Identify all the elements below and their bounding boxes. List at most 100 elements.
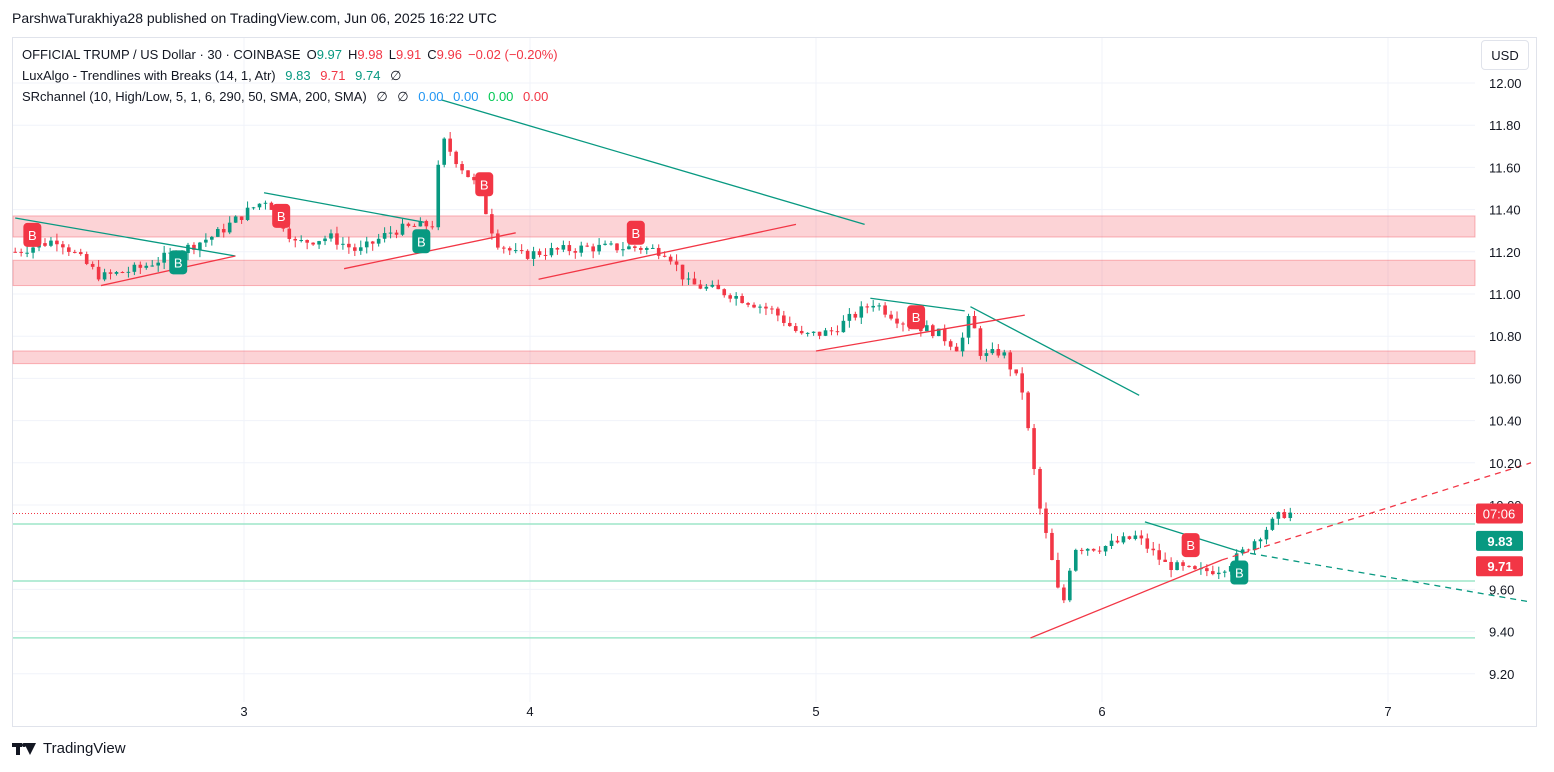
candle-body xyxy=(531,251,536,259)
candle-body xyxy=(448,138,452,152)
candle-body xyxy=(496,233,500,248)
high-value: 9.98 xyxy=(357,47,383,62)
candle-body xyxy=(347,243,351,248)
y-tick-label: 10.60 xyxy=(1489,371,1522,386)
candle-body xyxy=(680,264,685,280)
candle-body xyxy=(1091,548,1096,551)
candle-body xyxy=(251,207,256,209)
luxalgo-legend-row[interactable]: LuxAlgo - Trendlines with Breaks (14, 1,… xyxy=(22,65,564,86)
trendline-up-extension xyxy=(1221,462,1532,561)
candle-body xyxy=(96,266,101,280)
candle-body xyxy=(1157,550,1161,560)
candle-body xyxy=(67,247,71,252)
candle-body xyxy=(490,214,494,234)
srchannel-value-4: 0.00 xyxy=(453,89,479,104)
candle-body xyxy=(263,202,268,204)
candle-body xyxy=(418,221,423,227)
trendline-up xyxy=(815,314,1025,352)
candle-body xyxy=(150,265,155,267)
candle-body xyxy=(954,346,959,352)
trendline-down xyxy=(263,192,425,223)
indicator-value-badge xyxy=(1476,530,1523,551)
candle-body xyxy=(865,306,870,308)
trendline-down xyxy=(870,297,965,312)
footer-brand-text: TradingView xyxy=(43,740,126,757)
signal-badge xyxy=(1181,533,1200,558)
candle-body xyxy=(877,305,881,307)
candle-body xyxy=(716,284,721,290)
trendline-down xyxy=(970,306,1140,396)
candle-body xyxy=(484,188,488,215)
candle-body xyxy=(1038,469,1042,509)
candle-body xyxy=(573,251,578,253)
candle-body xyxy=(400,223,405,235)
candle-body xyxy=(1216,572,1221,575)
sr-zone xyxy=(12,350,1476,365)
candle-body xyxy=(442,138,446,165)
y-tick-label: 10.80 xyxy=(1489,329,1522,344)
candle-body xyxy=(686,278,691,280)
candle-body xyxy=(525,250,530,259)
candle-body xyxy=(793,326,798,331)
srchannel-legend-row[interactable]: SRchannel (10, High/Low, 5, 1, 6, 290, 5… xyxy=(22,86,564,107)
candle-body xyxy=(710,284,715,287)
candle-body xyxy=(1097,550,1102,552)
candle-body xyxy=(871,305,875,308)
candle-body xyxy=(102,272,107,280)
footer-brand[interactable]: TradingView xyxy=(12,740,126,757)
change-value: −0.02 (−0.20%) xyxy=(467,47,558,62)
candle-body xyxy=(19,251,23,253)
sr-zone xyxy=(12,215,1476,238)
srchannel-value-6: 0.00 xyxy=(523,89,549,104)
currency-button[interactable]: USD xyxy=(1481,40,1529,70)
close-label: C xyxy=(427,47,437,62)
candle-body xyxy=(61,244,65,248)
candle-body xyxy=(233,216,238,223)
y-tick-label: 9.60 xyxy=(1489,582,1514,597)
candle-body xyxy=(561,245,566,250)
candle-body xyxy=(1079,549,1084,551)
candle-body xyxy=(668,256,673,262)
x-tick-label: 3 xyxy=(240,704,247,719)
candle-body xyxy=(239,216,244,220)
candle-body xyxy=(132,264,137,272)
candle-body xyxy=(799,330,804,334)
candle-body xyxy=(394,232,399,235)
x-tick-label: 6 xyxy=(1098,704,1105,719)
trendline-layer xyxy=(15,99,1532,639)
signal-label: B xyxy=(174,255,183,270)
candle-body xyxy=(43,243,47,246)
candle-body xyxy=(1163,559,1167,562)
candle-body xyxy=(221,228,226,233)
candle-body xyxy=(90,263,95,267)
candle-body xyxy=(257,203,262,208)
candle-body xyxy=(1014,369,1018,374)
candle-body xyxy=(162,252,166,263)
candle-body xyxy=(603,243,607,245)
candle-body xyxy=(841,320,846,333)
candle-body xyxy=(424,221,429,227)
candle-body xyxy=(948,341,953,347)
srchannel-value-5: 0.00 xyxy=(488,89,514,104)
candle-body xyxy=(227,222,232,233)
candle-body xyxy=(299,240,303,242)
x-tick-label: 5 xyxy=(812,704,819,719)
srchannel-name: SRchannel (10, High/Low, 5, 1, 6, 290, 5… xyxy=(22,89,367,104)
candle-body xyxy=(752,304,756,308)
candle-layer xyxy=(13,131,1293,604)
srchannel-value-3: 0.00 xyxy=(418,89,444,104)
symbol-legend-row[interactable]: OFFICIAL TRUMP / US Dollar · 30 · COINBA… xyxy=(22,44,564,65)
candle-body xyxy=(627,246,631,250)
candle-body xyxy=(317,241,321,245)
candle-body xyxy=(1252,541,1257,551)
candle-body xyxy=(1050,532,1054,561)
candle-body xyxy=(1133,535,1138,539)
candle-body xyxy=(1056,560,1060,588)
candle-body xyxy=(996,349,1001,356)
candle-body xyxy=(746,303,750,305)
candle-body xyxy=(1270,518,1275,530)
candle-body xyxy=(1288,512,1293,518)
candle-body xyxy=(1205,568,1209,572)
candle-body xyxy=(501,247,506,249)
